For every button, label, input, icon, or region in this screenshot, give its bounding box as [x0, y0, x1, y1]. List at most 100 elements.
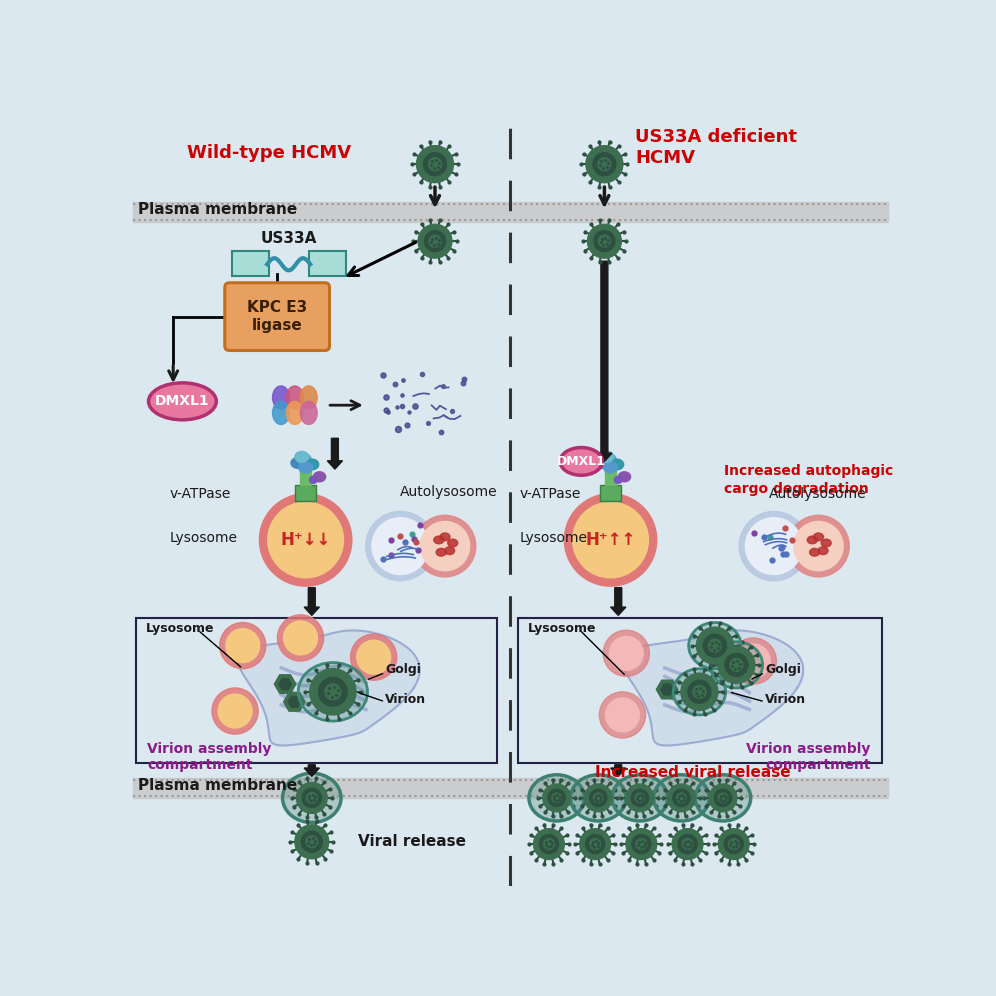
Circle shape	[688, 680, 711, 703]
Text: v-ATPase: v-ATPase	[169, 487, 231, 501]
Polygon shape	[622, 630, 803, 746]
Ellipse shape	[310, 476, 317, 483]
Circle shape	[548, 789, 566, 807]
Text: Lysosome: Lysosome	[145, 622, 214, 635]
Text: Plasma membrane: Plasma membrane	[137, 778, 297, 793]
Text: H⁺↑↑: H⁺↑↑	[586, 531, 635, 549]
Circle shape	[730, 637, 777, 684]
Circle shape	[739, 512, 809, 581]
Circle shape	[586, 145, 622, 182]
Ellipse shape	[436, 549, 446, 556]
Ellipse shape	[818, 547, 828, 555]
Circle shape	[604, 630, 649, 676]
Polygon shape	[656, 680, 678, 699]
Text: Wild-type HCMV: Wild-type HCMV	[187, 144, 352, 162]
FancyBboxPatch shape	[225, 283, 330, 351]
Circle shape	[307, 793, 317, 804]
Ellipse shape	[299, 462, 313, 473]
Circle shape	[736, 644, 770, 678]
Circle shape	[372, 518, 428, 575]
Circle shape	[301, 832, 323, 853]
Circle shape	[676, 793, 686, 803]
Circle shape	[672, 789, 690, 807]
Circle shape	[730, 658, 743, 671]
Circle shape	[594, 793, 604, 803]
Ellipse shape	[283, 773, 341, 823]
Circle shape	[552, 793, 562, 803]
Circle shape	[593, 152, 616, 175]
Polygon shape	[611, 765, 625, 776]
Circle shape	[357, 640, 390, 674]
Polygon shape	[661, 684, 673, 695]
Bar	[133, 778, 887, 798]
Text: Golgi: Golgi	[765, 662, 801, 675]
Circle shape	[297, 783, 328, 814]
Text: Autolysosome: Autolysosome	[399, 485, 497, 499]
Circle shape	[544, 839, 555, 850]
Circle shape	[588, 224, 622, 258]
Circle shape	[718, 646, 755, 683]
Circle shape	[745, 518, 802, 575]
Ellipse shape	[619, 472, 630, 482]
Text: Lysosome: Lysosome	[520, 532, 588, 546]
Circle shape	[718, 829, 749, 860]
Circle shape	[543, 784, 571, 812]
Text: Virion assembly
compartment: Virion assembly compartment	[746, 742, 871, 772]
Ellipse shape	[613, 775, 667, 821]
Ellipse shape	[688, 622, 741, 668]
Circle shape	[534, 829, 565, 860]
Circle shape	[636, 839, 646, 850]
Text: Increased viral release: Increased viral release	[596, 765, 791, 780]
Ellipse shape	[297, 454, 311, 464]
Circle shape	[693, 685, 706, 698]
Circle shape	[295, 825, 329, 859]
Circle shape	[681, 673, 718, 710]
Ellipse shape	[287, 401, 304, 424]
Ellipse shape	[560, 447, 603, 475]
Text: Lysosome: Lysosome	[528, 622, 596, 635]
Polygon shape	[274, 674, 296, 693]
Ellipse shape	[600, 451, 614, 462]
Circle shape	[794, 522, 843, 571]
Circle shape	[728, 839, 739, 850]
Circle shape	[590, 789, 607, 807]
Circle shape	[212, 688, 258, 734]
Polygon shape	[284, 692, 305, 711]
Ellipse shape	[596, 457, 610, 468]
Circle shape	[788, 515, 850, 577]
Circle shape	[424, 231, 445, 252]
Ellipse shape	[571, 775, 625, 821]
Ellipse shape	[808, 536, 818, 544]
Polygon shape	[304, 588, 320, 616]
Circle shape	[423, 152, 446, 175]
Circle shape	[631, 835, 651, 854]
Text: Autolysosome: Autolysosome	[769, 487, 867, 501]
Circle shape	[586, 835, 605, 854]
Ellipse shape	[440, 533, 450, 541]
Ellipse shape	[615, 476, 622, 483]
Text: Increased autophagic
cargo degradation: Increased autophagic cargo degradation	[724, 464, 893, 496]
FancyBboxPatch shape	[232, 251, 269, 276]
Ellipse shape	[602, 454, 616, 464]
Circle shape	[709, 784, 737, 812]
Ellipse shape	[810, 549, 820, 556]
Ellipse shape	[273, 401, 290, 424]
Circle shape	[606, 698, 639, 732]
Circle shape	[284, 621, 318, 654]
Text: US33A deficient
HCMV: US33A deficient HCMV	[635, 127, 797, 166]
Circle shape	[672, 829, 703, 860]
Circle shape	[599, 235, 611, 247]
Circle shape	[319, 677, 348, 706]
Polygon shape	[597, 261, 612, 461]
Polygon shape	[328, 438, 343, 469]
Circle shape	[414, 515, 476, 577]
Bar	[606, 469, 616, 484]
Polygon shape	[304, 765, 320, 776]
Ellipse shape	[447, 539, 458, 547]
Circle shape	[610, 636, 643, 670]
Circle shape	[310, 668, 356, 715]
Circle shape	[226, 628, 260, 662]
Ellipse shape	[604, 462, 618, 473]
Bar	[300, 469, 311, 484]
Circle shape	[714, 789, 732, 807]
